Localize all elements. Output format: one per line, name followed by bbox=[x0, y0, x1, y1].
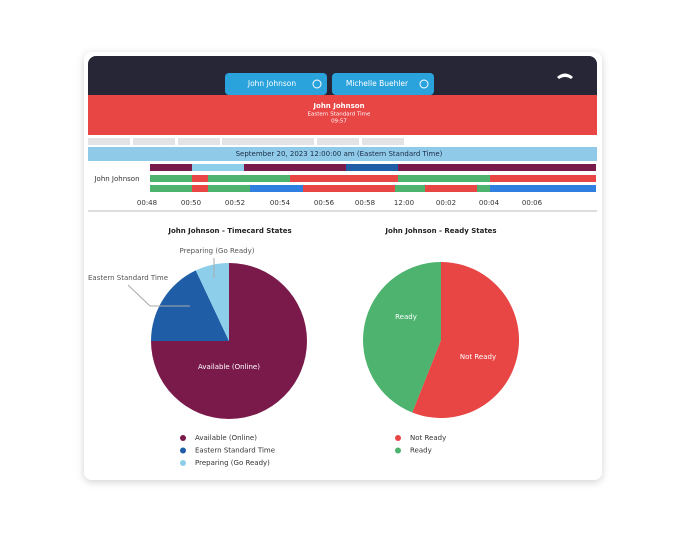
time-label: 00:52 bbox=[225, 199, 245, 207]
slice-label: Available (Online) bbox=[198, 363, 260, 371]
time-label: 00:04 bbox=[479, 199, 500, 207]
slice-label: Preparing (Go Ready) bbox=[180, 247, 255, 255]
time-axis: 00:48 00:50 00:52 00:54 00:56 00:58 12:00 00:02… bbox=[137, 199, 543, 207]
slice-label: Eastern Standard Time bbox=[88, 274, 168, 282]
legend-label: Not Ready bbox=[410, 434, 446, 442]
time-label: 00:56 bbox=[314, 199, 335, 207]
legend-swatch bbox=[180, 460, 186, 466]
banner bbox=[88, 95, 597, 135]
legend-swatch bbox=[395, 447, 401, 454]
legend-swatch bbox=[180, 447, 186, 454]
tab-icon[interactable] bbox=[312, 79, 322, 89]
tab-label[interactable]: Michelle Buehler bbox=[346, 79, 409, 88]
time-label: 00:02 bbox=[436, 199, 456, 207]
pie-slice bbox=[412, 262, 520, 419]
chart-title: John Johnson - Ready States bbox=[384, 227, 496, 235]
time-label: 00:58 bbox=[355, 199, 375, 207]
agent-label: John Johnson bbox=[93, 175, 139, 183]
tab-icon[interactable] bbox=[419, 79, 429, 89]
slice-label: Not Ready bbox=[460, 353, 496, 361]
chart-title: John Johnson - Timecard States bbox=[167, 227, 291, 235]
pie-slice bbox=[195, 263, 229, 341]
time-label: 00:48 bbox=[137, 199, 157, 207]
charts: John Johnson - Timecard States Available … bbox=[88, 227, 520, 467]
banner-time: 09:57 bbox=[331, 119, 347, 125]
time-label: 12:00 bbox=[394, 199, 414, 207]
legend-label: Ready bbox=[410, 447, 432, 455]
time-label: 00:50 bbox=[181, 199, 201, 207]
date-bar bbox=[88, 147, 597, 161]
legend-swatch bbox=[180, 435, 186, 441]
banner-timezone: Eastern Standard Time bbox=[308, 112, 371, 118]
time-label: 00:06 bbox=[522, 199, 543, 207]
timeline-rows bbox=[150, 164, 596, 192]
legend-swatch bbox=[395, 435, 401, 441]
hangup-icon[interactable] bbox=[557, 73, 573, 80]
time-label: 00:54 bbox=[270, 199, 291, 207]
slice-label: Ready bbox=[395, 313, 417, 321]
placeholder-blocks bbox=[88, 138, 404, 145]
banner-name: John Johnson bbox=[312, 102, 364, 110]
legend-label: Available (Online) bbox=[195, 434, 257, 442]
date-label: September 20, 2023 12:00:00 am (Eastern … bbox=[236, 150, 443, 158]
legend-label: Preparing (Go Ready) bbox=[195, 459, 270, 467]
legend-label: Eastern Standard Time bbox=[195, 447, 275, 455]
tab[interactable] bbox=[225, 73, 327, 95]
tab-label[interactable]: John Johnson bbox=[247, 79, 296, 88]
leader-line bbox=[127, 284, 151, 307]
tab[interactable] bbox=[332, 73, 434, 95]
pie-slice bbox=[363, 262, 441, 413]
